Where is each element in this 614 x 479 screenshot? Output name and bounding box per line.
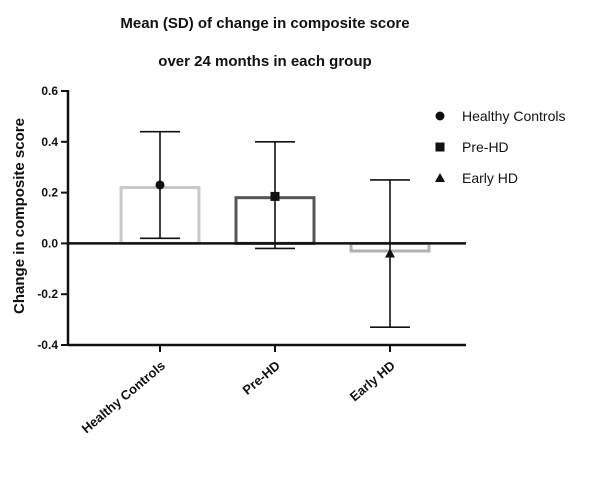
chart-title-line-2: over 24 months in each group — [158, 53, 371, 70]
x-tick-label-2: Early HD — [347, 358, 398, 404]
y-tick-label-2: 0.0 — [41, 236, 58, 250]
y-tick-label-5: 0.6 — [41, 84, 58, 98]
y-tick-label-3: 0.2 — [41, 186, 58, 200]
x-tick-label-0: Healthy Controls — [79, 358, 168, 436]
mean-marker-2 — [385, 248, 395, 258]
chart-title-line-1: Mean (SD) of change in composite score — [120, 15, 409, 32]
y-tick-label-1: -0.2 — [37, 287, 58, 301]
y-tick-label-0: -0.4 — [37, 338, 58, 352]
mean-marker-0 — [155, 180, 165, 190]
mean-marker-1 — [270, 191, 280, 201]
y-axis-label: Change in composite score — [11, 118, 28, 314]
y-tick-label-4: 0.4 — [41, 135, 58, 149]
legend-label-2: Early HD — [462, 170, 518, 186]
legend-marker-0 — [435, 111, 445, 121]
plot-area: -0.4 -0.2 0.0 0.2 0.4 0.6 Healthy Controls Pre-… — [37, 84, 466, 436]
legend-marker-1 — [435, 142, 445, 152]
legend-marker-2 — [435, 173, 445, 182]
x-tick-label-1: Pre-HD — [240, 358, 283, 398]
legend-label-1: Pre-HD — [462, 139, 509, 155]
legend: Healthy Controls Pre-HD Early HD — [435, 108, 566, 186]
legend-label-0: Healthy Controls — [462, 108, 566, 124]
